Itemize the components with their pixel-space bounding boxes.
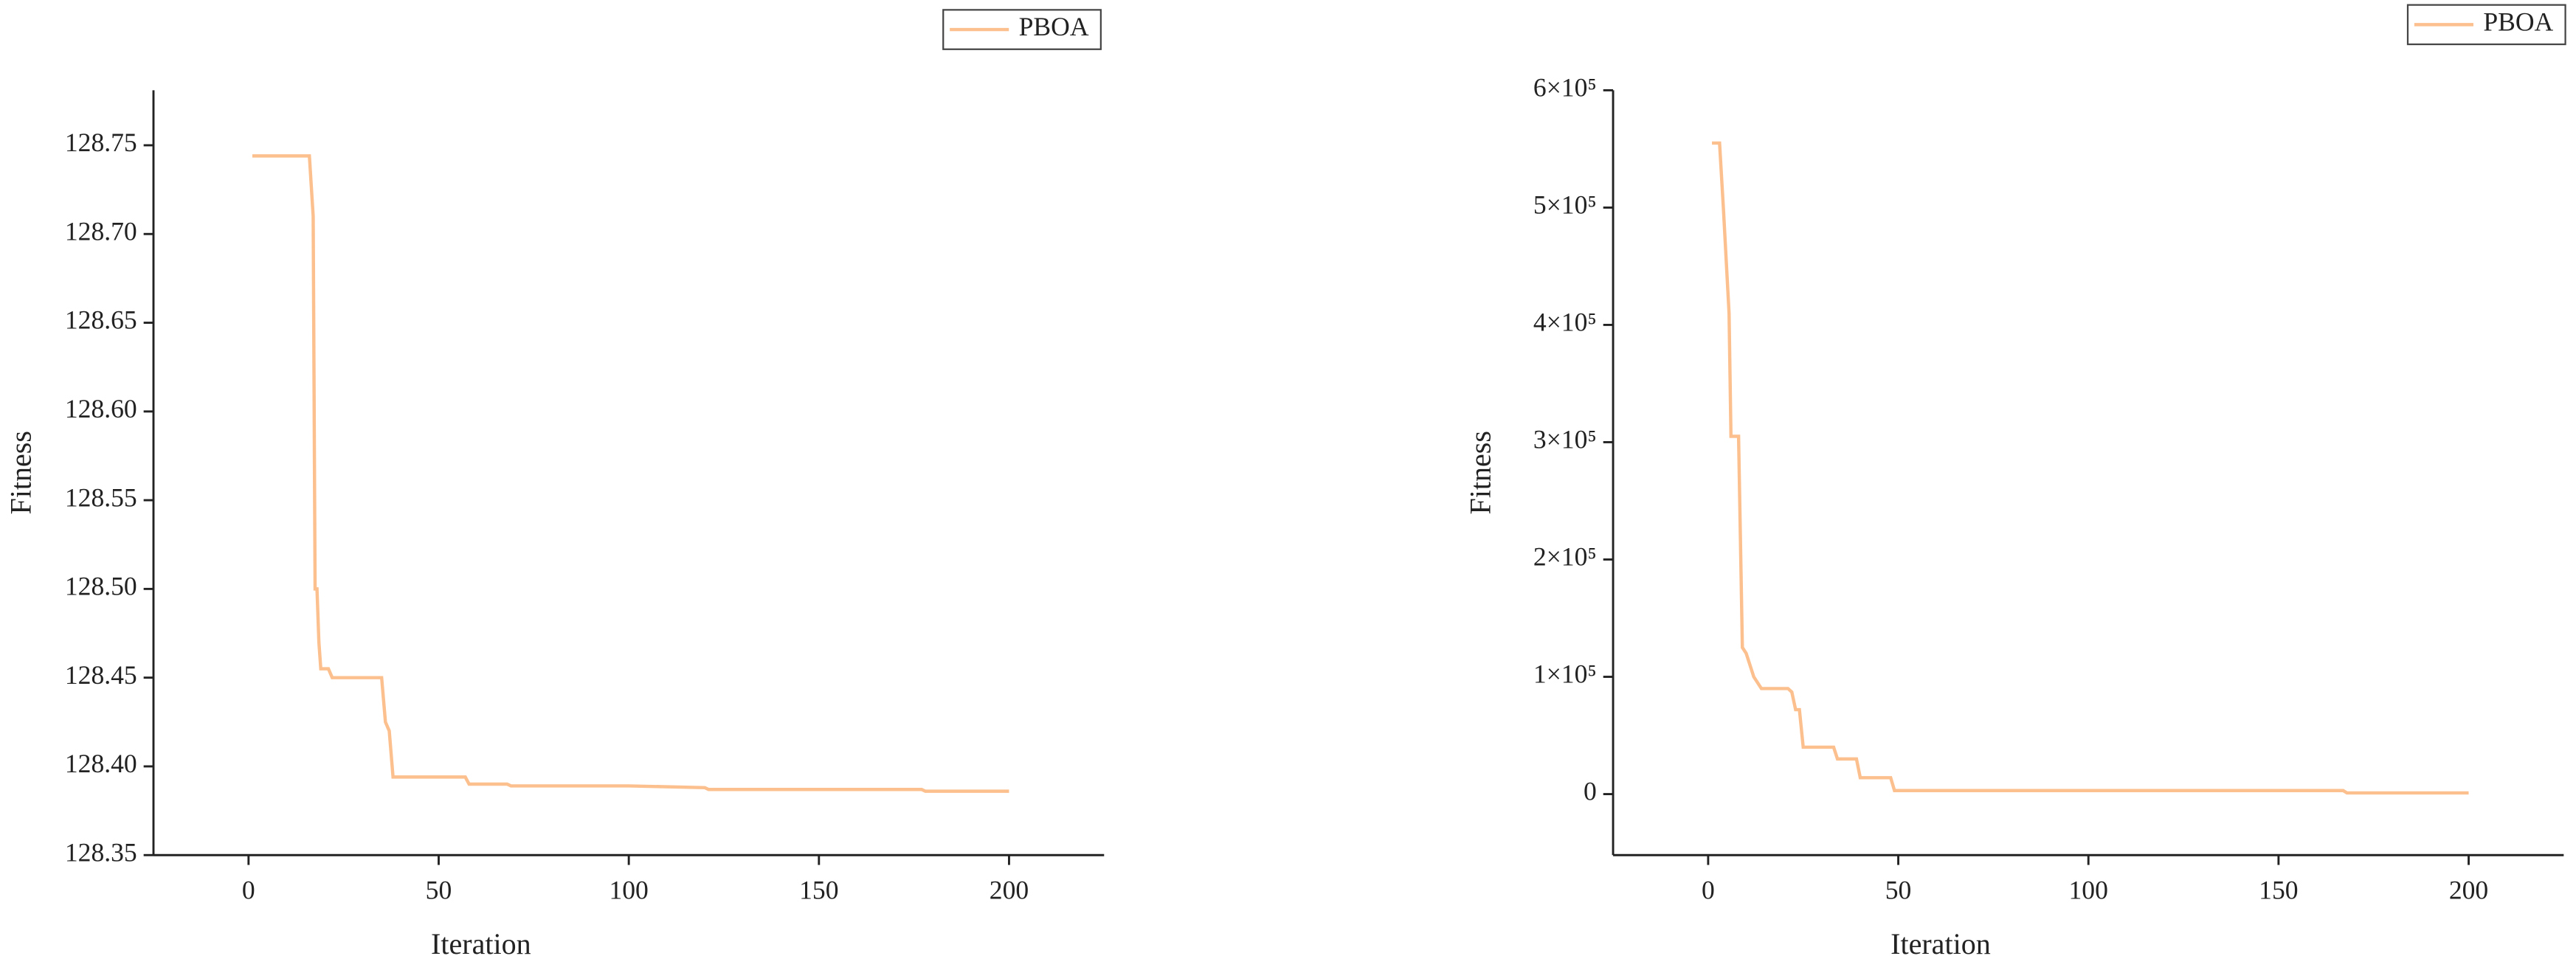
- y-tick-label: 128.55: [65, 482, 137, 512]
- legend-box: [2406, 4, 2566, 46]
- x-tick-label: 150: [2259, 876, 2298, 905]
- y-tick-label: 0: [1584, 777, 1597, 806]
- y-tick-label: 1×10⁵: [1533, 659, 1597, 689]
- y-tick-label: 128.75: [65, 128, 137, 157]
- y-tick-label: 3×10⁵: [1533, 425, 1597, 454]
- x-tick-label: 150: [799, 876, 838, 905]
- legend-label: PBOA: [2483, 7, 2553, 37]
- x-tick-label: 200: [2449, 876, 2488, 905]
- y-axis-title: Fitness: [4, 431, 37, 515]
- line: [1712, 141, 2469, 795]
- x-axis-title: Iteration: [431, 927, 531, 960]
- x-tick-label: 100: [2069, 876, 2108, 905]
- y-tick-label: 128.60: [65, 394, 137, 423]
- y-tick-label: 2×10⁵: [1533, 542, 1597, 572]
- y-tick-label: 128.65: [65, 305, 137, 335]
- y-tick-label: 128.35: [65, 837, 137, 867]
- y-tick-label: 5×10⁵: [1533, 190, 1597, 220]
- line: [252, 154, 1009, 793]
- y-tick-label: 4×10⁵: [1533, 308, 1597, 337]
- y-axis-title: Fitness: [1463, 431, 1496, 515]
- x-tick-label: 50: [426, 876, 452, 905]
- y-tick-label: 128.45: [65, 660, 137, 690]
- x-tick-label: 0: [1702, 876, 1715, 905]
- x-tick-label: 0: [242, 876, 255, 905]
- y-tick-label: 128.40: [65, 749, 137, 778]
- y-tick-label: 6×10⁵: [1533, 73, 1597, 103]
- y-tick-label: 128.50: [65, 572, 137, 601]
- x-tick-label: 50: [1885, 876, 1912, 905]
- x-tick-label: 200: [990, 876, 1029, 905]
- x-tick-label: 100: [609, 876, 648, 905]
- x-axis-title: Iteration: [1890, 927, 1991, 960]
- y-tick-label: 128.70: [65, 216, 137, 246]
- legend-label: PBOA: [1019, 12, 1089, 41]
